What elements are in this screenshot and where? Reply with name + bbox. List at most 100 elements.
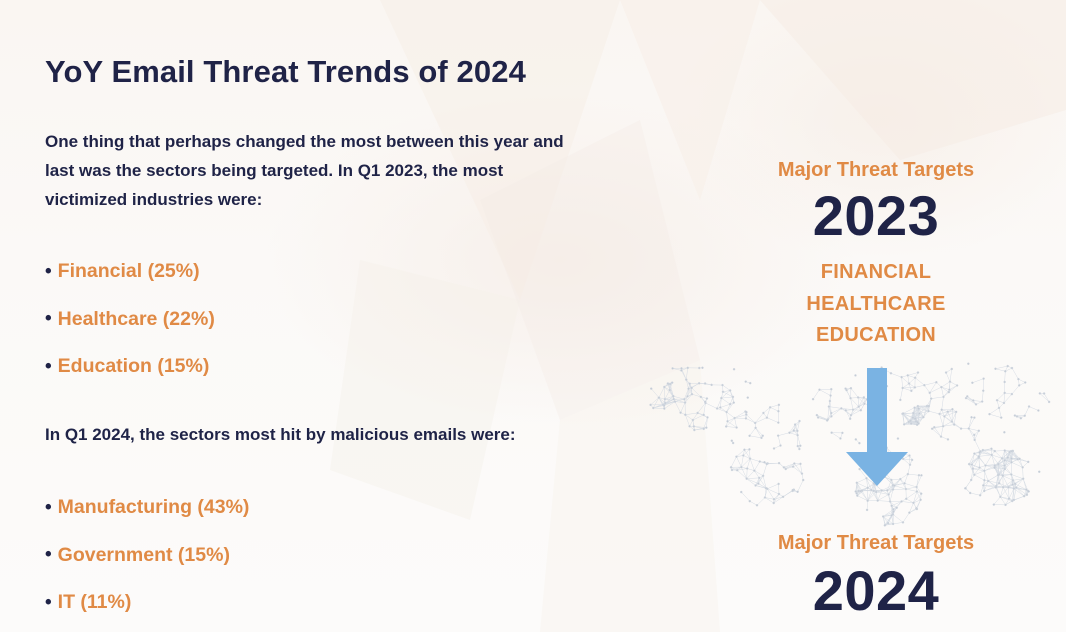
map-mesh-line — [789, 432, 798, 436]
map-mesh-line — [758, 483, 767, 489]
map-mesh-line — [932, 428, 942, 437]
map-mesh-line — [850, 410, 861, 416]
map-dot — [919, 492, 923, 495]
bullet: • — [45, 260, 52, 282]
map-dot — [967, 462, 971, 466]
map-mesh-line — [1010, 450, 1020, 459]
map-dot — [827, 405, 831, 408]
map-mesh-line — [988, 474, 999, 482]
list-item-text: Education (15%) — [57, 355, 210, 378]
map-mesh-line — [889, 489, 894, 502]
map-mesh-line — [754, 470, 760, 479]
map-dot — [865, 477, 868, 480]
map-dot — [910, 389, 913, 393]
map-dot — [679, 411, 682, 414]
map-mesh-line — [944, 416, 953, 422]
map-mesh-line — [792, 463, 801, 467]
map-mesh-line — [684, 388, 689, 400]
map-mesh-line — [984, 470, 989, 482]
map-mesh-line — [934, 427, 942, 437]
map-mesh-line — [983, 480, 989, 492]
map-mesh-line — [685, 412, 698, 415]
map-dot — [888, 500, 892, 503]
map-mesh-line — [1003, 393, 1013, 404]
map-dot — [1023, 381, 1027, 384]
map-mesh-line — [974, 467, 980, 475]
map-dot — [1010, 499, 1014, 503]
map-mesh-line — [941, 386, 949, 393]
map-dot — [830, 387, 833, 391]
map-mesh-line — [672, 368, 682, 371]
map-dot — [745, 477, 748, 480]
map-dot — [781, 495, 785, 499]
map-dot — [915, 490, 919, 493]
map-dot — [849, 413, 853, 417]
map-mesh-line — [974, 439, 981, 452]
map-mesh-line — [903, 458, 913, 461]
map-dot — [1012, 498, 1016, 502]
map-dot — [1025, 488, 1028, 491]
map-dot — [980, 400, 984, 403]
map-dot — [948, 380, 952, 383]
map-mesh-line — [850, 388, 859, 398]
map-dot — [686, 366, 690, 370]
list-item: • Financial (25%) — [45, 248, 215, 296]
map-mesh-line — [816, 414, 828, 421]
map-dot — [791, 488, 795, 492]
map-dot — [901, 412, 905, 415]
map-mesh-line — [1011, 474, 1024, 479]
map-dot — [796, 490, 799, 494]
map-mesh-line — [902, 383, 910, 389]
map-mesh-line — [673, 395, 685, 400]
map-dot — [849, 396, 852, 400]
map-mesh-line — [892, 514, 904, 523]
map-mesh-line — [746, 468, 748, 479]
map-dot — [703, 400, 707, 404]
map-mesh-line — [998, 407, 1002, 418]
map-mesh-line — [994, 450, 1005, 452]
map-dot — [922, 415, 925, 419]
map-mesh-line — [970, 468, 974, 480]
map-mesh-line — [789, 424, 796, 433]
map-dot — [760, 436, 763, 440]
map-mesh-line — [890, 373, 902, 378]
map-mesh-line — [970, 492, 981, 496]
map-mesh-line — [1003, 480, 1014, 488]
map-mesh-line — [968, 417, 972, 429]
map-dot — [840, 407, 843, 410]
map-dot — [903, 482, 906, 485]
map-dot — [1027, 405, 1031, 408]
map-dot — [928, 391, 931, 395]
map-dot — [1003, 431, 1006, 434]
map-dot — [649, 403, 652, 407]
map-dot — [798, 419, 801, 423]
map-dot — [994, 486, 998, 489]
map-mesh-line — [928, 398, 932, 412]
map-dot — [890, 504, 893, 508]
map-dot — [680, 369, 683, 372]
map-mesh-line — [726, 417, 735, 427]
map-dot — [791, 465, 795, 468]
map-dot — [673, 400, 677, 403]
map-mesh-line — [987, 480, 997, 488]
map-dot — [952, 423, 956, 426]
map-mesh-line — [734, 411, 746, 419]
map-dot — [951, 407, 954, 411]
map-dot — [818, 388, 821, 391]
map-dot — [856, 396, 860, 399]
map-mesh-line — [951, 421, 962, 429]
map-mesh-line — [916, 475, 920, 488]
map-dot — [735, 455, 738, 458]
map-dot — [857, 405, 860, 408]
map-dot — [779, 444, 782, 447]
map-dot — [690, 392, 694, 396]
map-dot — [699, 395, 703, 399]
map-dot — [793, 423, 797, 426]
map-mesh-line — [874, 483, 882, 491]
map-mesh-line — [726, 412, 728, 422]
map-mesh-line — [998, 463, 1004, 476]
map-dot — [964, 487, 967, 490]
map-mesh-line — [664, 401, 676, 409]
map-dot — [856, 494, 859, 497]
map-dot — [938, 412, 941, 416]
